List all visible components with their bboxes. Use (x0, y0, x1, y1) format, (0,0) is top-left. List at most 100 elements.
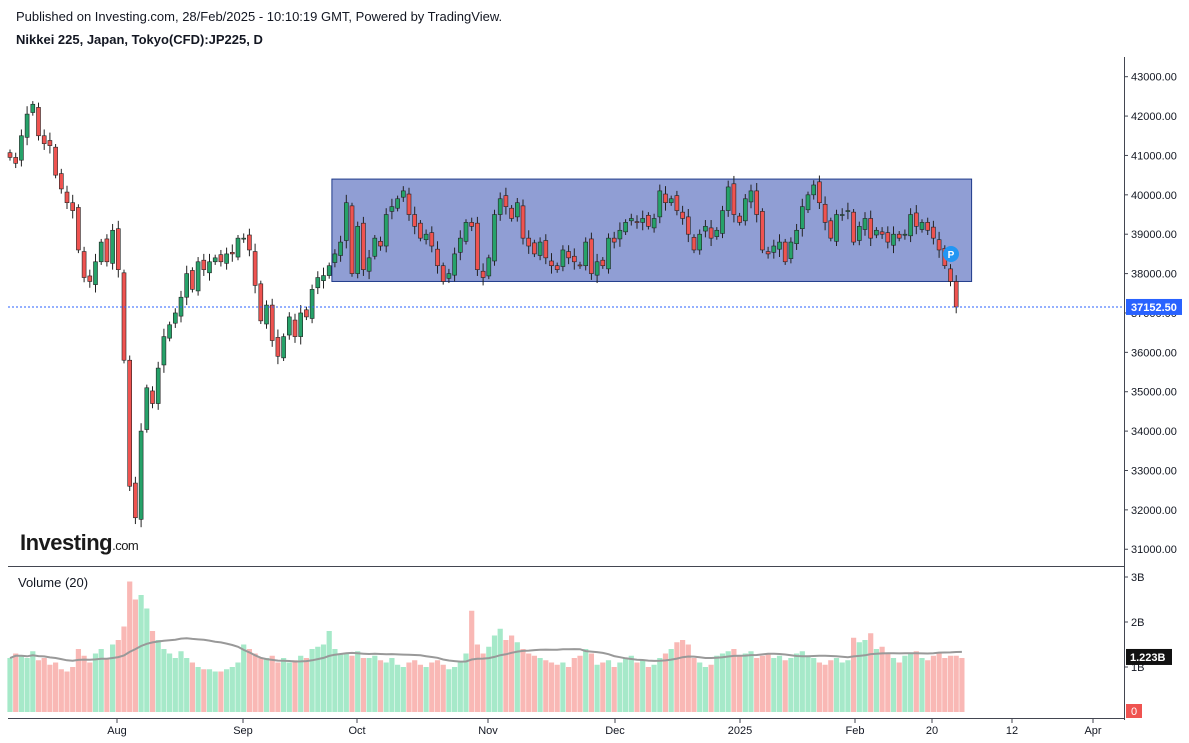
candle (480, 263, 486, 286)
candle (497, 192, 503, 221)
candle-body (874, 229, 879, 236)
volume-bar (81, 655, 87, 712)
candle (121, 269, 127, 364)
candle (617, 222, 623, 247)
volume-bar (463, 653, 469, 712)
volume-bar (754, 658, 760, 712)
candle (902, 229, 908, 240)
candle-body (663, 193, 668, 204)
time-tick-label: Nov (478, 725, 498, 737)
volume-bar (520, 649, 526, 712)
candle (383, 208, 389, 253)
candle (748, 184, 754, 209)
volume-bar (417, 664, 423, 712)
candle-body (76, 207, 81, 251)
candle-body (760, 211, 765, 251)
candle (19, 129, 24, 167)
candle-body (64, 191, 70, 204)
time-tick-label: Apr (1084, 725, 1101, 737)
candle (725, 180, 731, 217)
volume-bar (833, 658, 840, 712)
candle (691, 234, 697, 254)
candle (537, 237, 543, 261)
volume-bar (691, 658, 697, 712)
candle (98, 238, 104, 265)
candle-body (657, 190, 663, 218)
candle (41, 129, 47, 150)
time-tick-label: 20 (926, 725, 938, 737)
volume-bar (862, 640, 868, 712)
candle (623, 219, 628, 235)
volume-bar (218, 671, 224, 712)
candle-body (953, 281, 959, 308)
candle-body (845, 210, 851, 212)
candle (503, 187, 509, 215)
volume-bar (161, 649, 167, 712)
volume-bar (189, 662, 195, 712)
volume-bar (303, 658, 309, 712)
candle-body (936, 239, 942, 251)
candle-body (560, 249, 566, 267)
candle-body (680, 211, 685, 219)
candle (543, 234, 549, 265)
volume-bar (343, 653, 349, 712)
candle-body (606, 237, 611, 270)
volume-bar (811, 658, 817, 712)
candle-body (412, 214, 418, 227)
volume-bar (497, 628, 503, 712)
candle (874, 227, 879, 239)
volume-bar (292, 660, 298, 712)
candle-body (383, 214, 389, 247)
candle (788, 237, 794, 264)
candle-body (195, 261, 201, 292)
candle-body (834, 214, 839, 242)
volume-bar (879, 646, 885, 712)
candle (452, 247, 457, 282)
candle (822, 196, 828, 231)
candle (315, 271, 321, 295)
volume-bar (412, 660, 418, 712)
candle-body (264, 304, 269, 325)
candle-body (765, 251, 771, 255)
volume-bar (326, 631, 332, 712)
volume-bar (737, 655, 743, 712)
volume-bar (70, 667, 76, 712)
candle-body (395, 198, 400, 209)
volume-bar (885, 653, 891, 712)
volume-bar (349, 655, 355, 712)
volume-bar (75, 649, 81, 712)
candle (201, 253, 207, 276)
candle (634, 215, 640, 229)
candle-body (167, 324, 172, 339)
volume-bar (531, 655, 537, 712)
time-tick-label: Feb (846, 725, 865, 737)
time-tick-label: 12 (1006, 725, 1018, 737)
candle (919, 219, 925, 233)
volume-label: Volume (20) (18, 575, 89, 590)
candle-body (252, 251, 258, 286)
volume-bar (355, 651, 361, 712)
candle-body (19, 135, 24, 161)
volume-bar (776, 655, 783, 712)
volume-bar (731, 649, 737, 712)
candle-body (480, 270, 486, 278)
candle-body (594, 261, 600, 276)
candle-body (286, 316, 292, 336)
candle-body (634, 221, 640, 223)
candle (361, 216, 366, 276)
volume-bar (98, 649, 104, 712)
volume-bar (668, 649, 674, 712)
candle-body (429, 232, 435, 247)
candle (817, 175, 822, 210)
candle-body (708, 227, 714, 239)
volume-bar (942, 658, 948, 712)
candle-body (378, 240, 383, 247)
candle-body (714, 229, 720, 237)
volume-bar (509, 635, 515, 712)
candle (936, 231, 942, 258)
candle-body (7, 152, 13, 158)
candles (7, 101, 959, 528)
last-price-label: 37152.50 (1131, 302, 1177, 314)
volume-bar (919, 658, 925, 712)
